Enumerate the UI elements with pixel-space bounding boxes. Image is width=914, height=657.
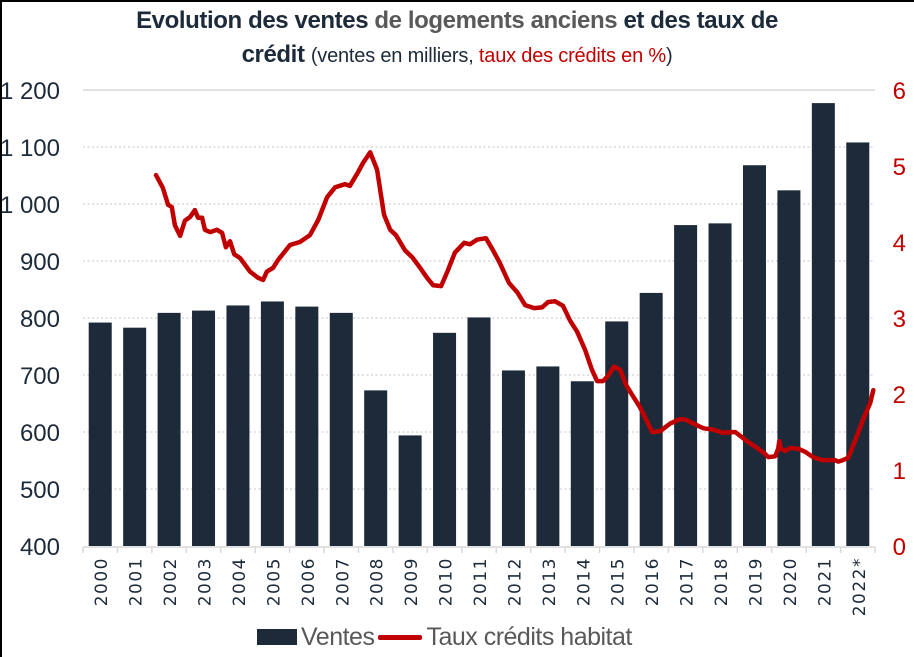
ventes-bar [536, 366, 560, 546]
ventes-bar [777, 190, 801, 546]
x-tick-label: 2012 [505, 557, 525, 606]
x-tick-label: 2011 [471, 557, 491, 606]
x-tick-label: 2013 [540, 557, 560, 606]
ventes-bar [811, 103, 835, 547]
taux-line-group [153, 150, 876, 464]
x-tick-label: 2008 [368, 557, 388, 606]
y-left-tick-label: 1 100 [0, 135, 60, 162]
y-right-tick-label: 2 [893, 382, 906, 409]
y-right-tick-label: 5 [893, 154, 906, 181]
y-right-tick-label: 0 [893, 534, 906, 561]
title-part-credit: crédit [241, 41, 305, 68]
ventes-bar [260, 301, 284, 546]
x-tick-label: 2009 [402, 557, 422, 606]
ventes-bar [708, 223, 732, 546]
x-tick-label: 2019 [746, 557, 766, 606]
y-left-tick-label: 400 [20, 534, 60, 561]
title-line-1: Evolution des ventes de logements ancien… [0, 4, 914, 38]
y-left-tick-label: 900 [20, 249, 60, 276]
ventes-bar [88, 322, 112, 546]
y-left-tick-label: 800 [20, 306, 60, 333]
y-left-tick-label: 1 000 [0, 192, 60, 219]
ventes-bar [192, 310, 216, 546]
x-tick-label: 2017 [678, 557, 698, 606]
ventes-bar [364, 390, 388, 546]
ventes-bar [846, 142, 870, 546]
ventes-bar [157, 312, 181, 546]
ventes-bar [226, 305, 250, 546]
ventes-bar [674, 225, 698, 546]
y-left-tick-label: 500 [20, 477, 60, 504]
x-tick-label: 2022* [850, 557, 870, 616]
ventes-bar [570, 381, 594, 546]
x-tick-label: 2021 [815, 557, 835, 606]
ventes-bar [501, 370, 525, 546]
ventes-bar [467, 317, 491, 546]
x-tick-label: 2004 [230, 557, 250, 606]
ventes-bar [742, 165, 766, 547]
y-right-tick-label: 3 [893, 306, 906, 333]
x-tick-label: 2000 [92, 557, 112, 606]
subtitle-close: ) [665, 45, 673, 67]
x-tick-label: 2003 [196, 557, 216, 606]
y-axis-right: 0 1 2 3 4 5 6 [893, 78, 906, 561]
ventes-bar [123, 327, 147, 546]
y-axis-left: 400 500 600 700 800 900 1 000 1 100 1 200 [0, 78, 60, 561]
ventes-bar [639, 292, 663, 546]
subtitle-taux-unit: taux des crédits en % [478, 45, 666, 67]
y-left-tick-label: 600 [20, 420, 60, 447]
legend-taux-label: Taux crédits habitat [426, 622, 632, 651]
legend-ventes-label: Ventes [301, 622, 375, 651]
subtitle-units: (ventes en milliers, taux des crédits en… [311, 45, 673, 67]
subtitle-ventes-unit: (ventes en milliers, [310, 45, 474, 67]
ventes-bar [329, 312, 353, 546]
title-part-logements: de logements anciens [374, 7, 618, 34]
x-tick-label: 2010 [437, 557, 457, 606]
x-tick-label: 2020 [781, 557, 801, 606]
x-tick-label: 2018 [712, 557, 732, 606]
x-tick-label: 2006 [299, 557, 319, 606]
x-tick-label: 2016 [643, 557, 663, 606]
legend-line-swatch [378, 634, 423, 640]
y-right-tick-label: 4 [893, 230, 906, 257]
x-tick-label: 2001 [127, 557, 147, 606]
ventes-bar [433, 332, 457, 546]
x-tick-label: 2014 [574, 557, 594, 606]
x-tick-label: 2005 [264, 557, 284, 606]
title-line-2: crédit (ventes en milliers, taux des cré… [0, 38, 914, 73]
legend-bar-swatch [257, 629, 297, 645]
x-tick-label: 2015 [609, 557, 629, 606]
taux-credits-line [153, 150, 876, 464]
y-right-tick-label: 6 [893, 78, 906, 105]
title-part-taux: et des taux de [623, 7, 778, 34]
y-right-tick-label: 1 [893, 458, 906, 485]
ventes-bar [605, 321, 629, 546]
ventes-bars [88, 103, 870, 547]
y-left-tick-label: 1 200 [0, 78, 60, 105]
x-tick-label: 2002 [161, 557, 181, 606]
y-left-tick-label: 700 [20, 363, 60, 390]
ventes-bar [295, 306, 319, 546]
legend: Ventes Taux crédits habitat [257, 620, 632, 654]
ventes-bar [398, 435, 422, 546]
title-part-ventes: Evolution des ventes [136, 7, 369, 34]
x-tick-label: 2007 [333, 557, 353, 606]
x-axis: 2000 2001 2002 2003 2004 2005 2006 2007 2008 2009… [82, 546, 876, 616]
chart-title: Evolution des ventes de logements ancien… [0, 4, 914, 73]
